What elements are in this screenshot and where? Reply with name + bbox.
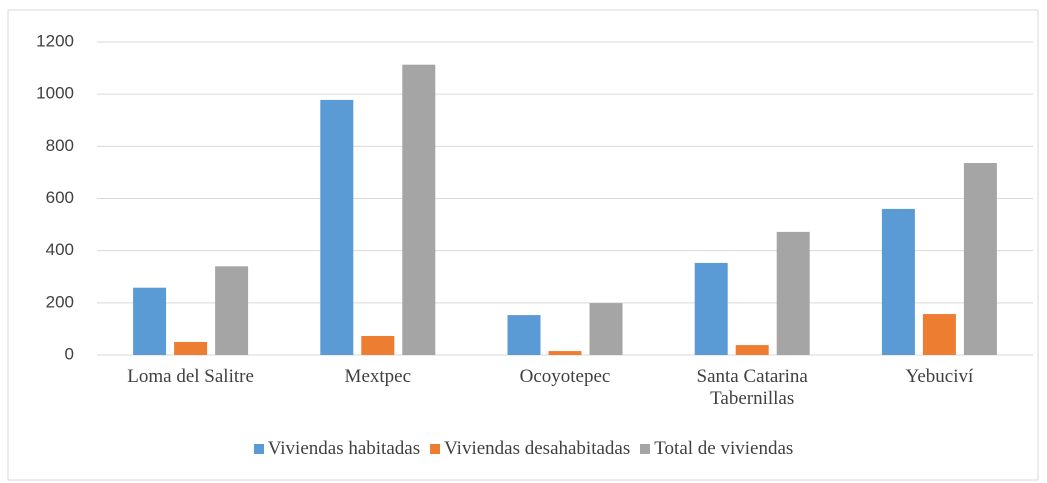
- bar: [174, 341, 208, 355]
- x-tick-label: Ocoyotepec: [519, 366, 611, 387]
- bar: [548, 351, 582, 355]
- legend-item: Total de viviendas: [640, 438, 793, 460]
- legend-item: Viviendas habitadas: [253, 438, 421, 460]
- y-tick-label: 0: [65, 344, 74, 363]
- bar: [776, 231, 810, 355]
- y-tick-label: 400: [46, 240, 74, 259]
- x-tick-label: Santa Catarina Tabernillas: [696, 366, 808, 409]
- y-tick-label: 600: [46, 188, 74, 207]
- y-tick-label: 200: [46, 292, 74, 311]
- chart-frame: [7, 9, 1039, 481]
- legend-swatch: [640, 444, 651, 454]
- bar: [507, 315, 541, 355]
- legend: Viviendas habitadas Viviendas desahabitad…: [0, 438, 1047, 460]
- bar: [922, 314, 956, 355]
- x-tick-label: Loma del Salitre: [127, 366, 254, 387]
- bar: [361, 335, 395, 355]
- bar: [735, 345, 769, 355]
- legend-swatch: [430, 444, 441, 454]
- y-tick-label: 1000: [36, 84, 74, 103]
- legend-label: Total de viviendas: [654, 438, 794, 459]
- bar: [881, 208, 915, 355]
- bar: [589, 303, 623, 355]
- x-tick-label: Yebuciví: [905, 366, 974, 387]
- y-tick-label: 1200: [36, 31, 74, 50]
- bar: [215, 266, 249, 355]
- bar: [694, 262, 728, 355]
- bar: [402, 64, 436, 355]
- legend-label: Viviendas habitadas: [267, 438, 421, 459]
- bar: [133, 287, 167, 355]
- legend-label: Viviendas desahabitadas: [444, 438, 631, 459]
- bar: [320, 99, 354, 355]
- bar: [963, 163, 997, 355]
- legend-item: Viviendas desahabitadas: [430, 438, 630, 460]
- x-tick-label: Mextpec: [344, 366, 412, 387]
- y-tick-label: 800: [46, 136, 74, 155]
- legend-swatch: [253, 444, 264, 454]
